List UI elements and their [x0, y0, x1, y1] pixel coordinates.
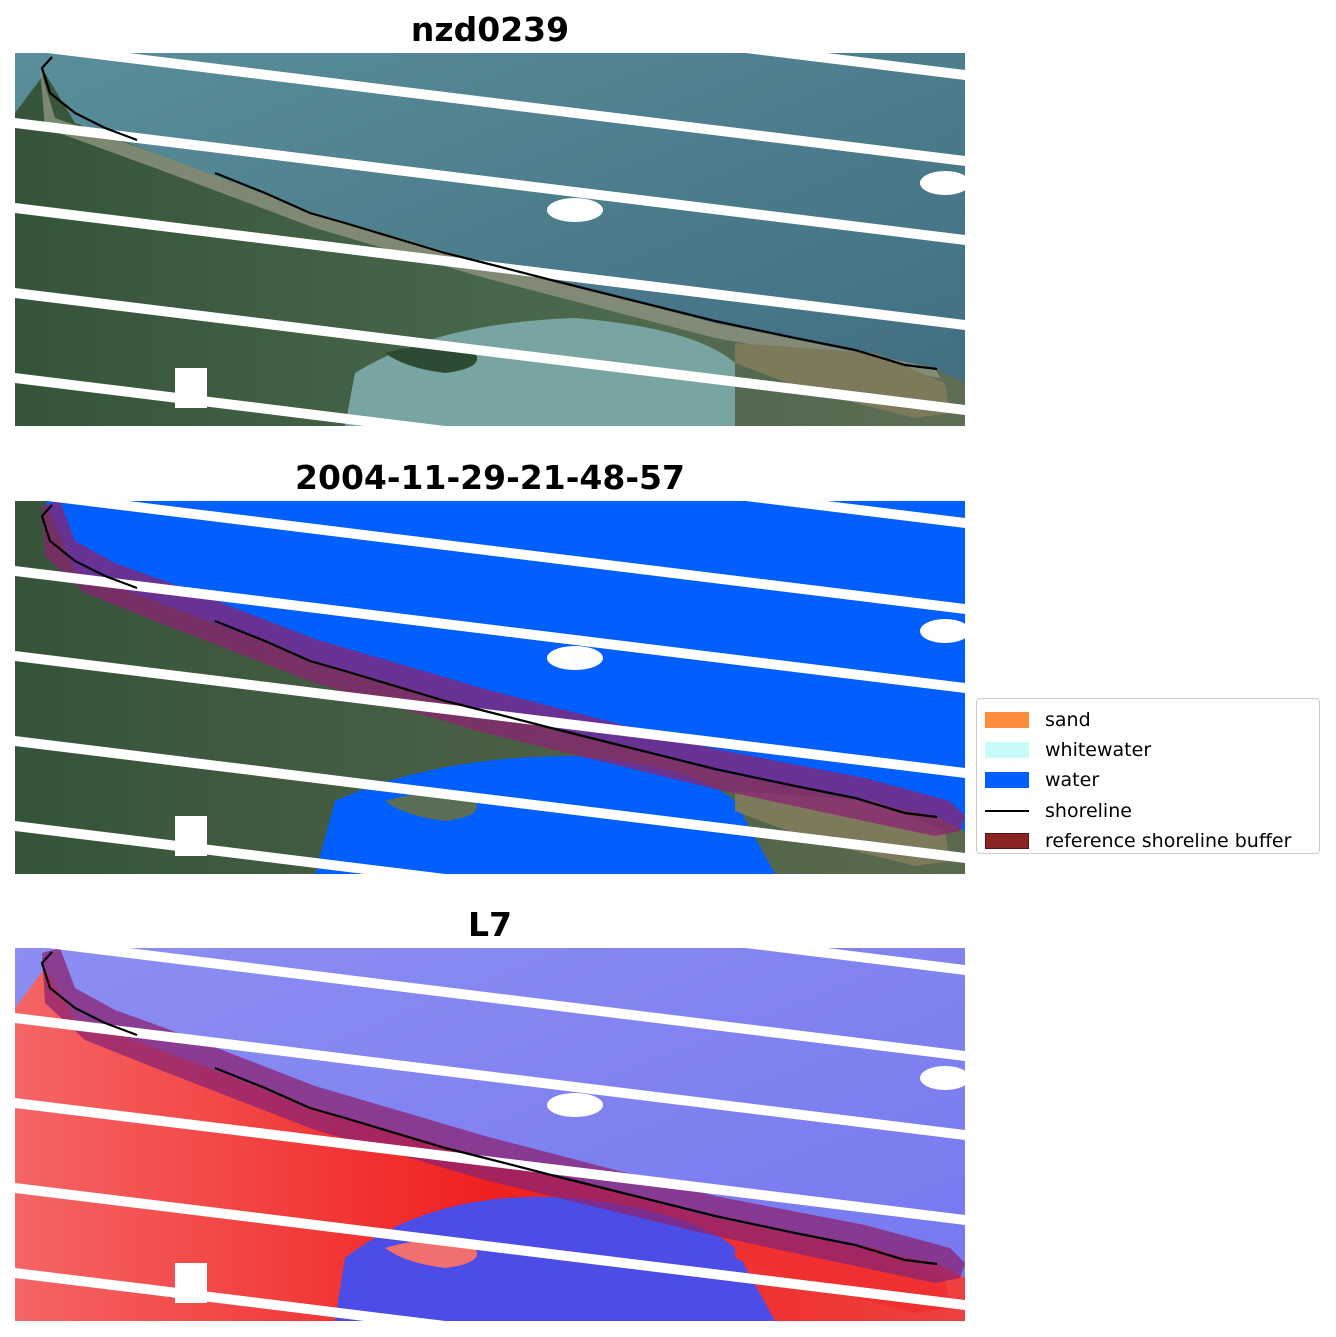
- cloud: [920, 171, 965, 195]
- rgb-image-panel: [15, 53, 965, 426]
- shoreline: [40, 951, 938, 1266]
- water-class-estuary: [315, 756, 775, 874]
- shoreline: [40, 56, 938, 371]
- cloud: [175, 1263, 207, 1303]
- scan-line-gaps: [15, 948, 965, 1321]
- cloud: [547, 646, 603, 670]
- buffer-swatch: [985, 832, 1029, 849]
- cloud: [175, 816, 207, 856]
- legend-label: whitewater: [1045, 739, 1152, 762]
- legend-item-sand: sand: [985, 705, 1311, 735]
- shoreline-line-swatch: [985, 809, 1029, 812]
- panel-title-rgb: nzd0239: [410, 10, 570, 49]
- legend-item-reference-buffer: reference shoreline buffer: [985, 826, 1311, 856]
- legend-label: sand: [1045, 709, 1091, 732]
- cloud: [547, 1093, 603, 1117]
- legend-item-shoreline: shoreline: [985, 796, 1311, 826]
- whitewater-swatch: [985, 742, 1029, 759]
- cloud: [175, 368, 207, 408]
- legend-item-water: water: [985, 765, 1311, 795]
- index-image: [15, 948, 965, 1321]
- classification-panel: [15, 501, 965, 874]
- legend-label: water: [1045, 769, 1100, 792]
- rgb-image: [15, 53, 965, 426]
- cloud: [920, 619, 965, 643]
- scan-line-gaps: [15, 501, 965, 874]
- panel-title-index: L7: [468, 905, 512, 944]
- legend-label: reference shoreline buffer: [1045, 829, 1292, 852]
- water-swatch: [985, 772, 1029, 789]
- legend-item-whitewater: whitewater: [985, 735, 1311, 765]
- island-index: [385, 1240, 477, 1268]
- panel-title-classification: 2004-11-29-21-48-57: [295, 458, 685, 497]
- scan-line-gaps: [15, 53, 965, 426]
- cloud: [547, 198, 603, 222]
- cloud: [920, 1066, 965, 1090]
- classification-image: [15, 501, 965, 874]
- index-panel: [15, 948, 965, 1321]
- legend-label: shoreline: [1045, 799, 1132, 822]
- shoreline: [40, 504, 938, 819]
- island: [385, 345, 477, 373]
- sand-swatch: [985, 712, 1029, 729]
- island: [385, 793, 477, 821]
- legend: sand whitewater water shoreline referenc…: [976, 698, 1320, 854]
